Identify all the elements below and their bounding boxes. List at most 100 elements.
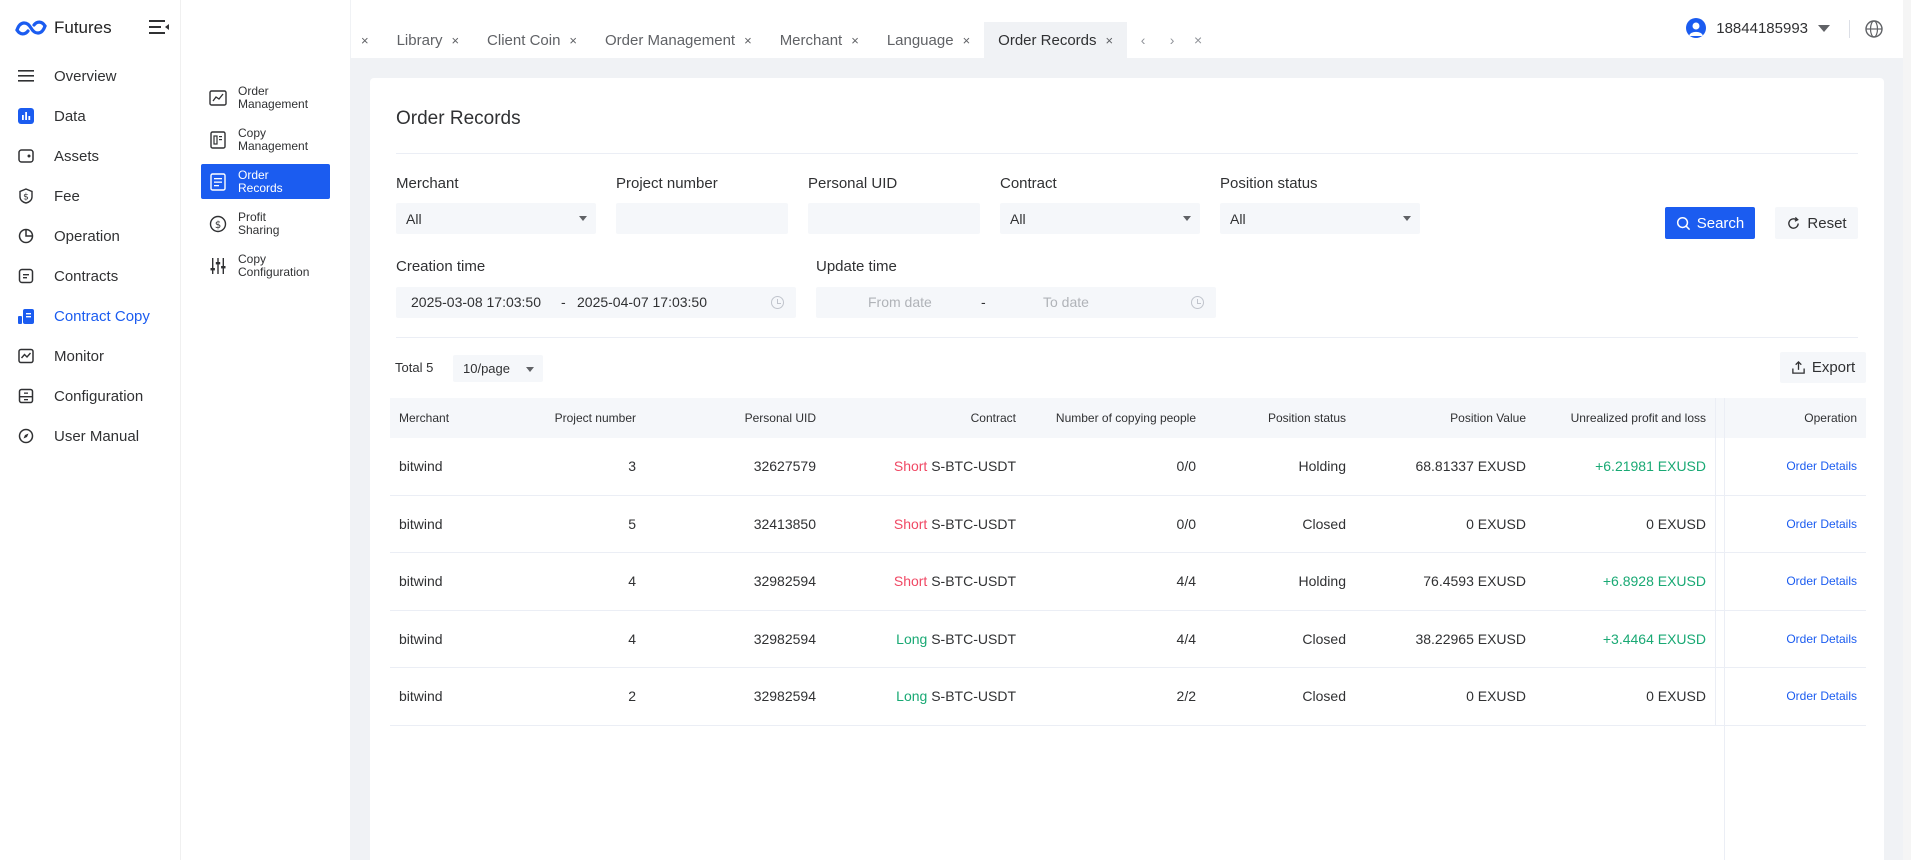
main-nav: Overview Data Assets $ Fee Operation [0,56,180,456]
subnav-label: Order Records [238,167,283,195]
personal-uid-input[interactable] [808,203,980,234]
uid-cell: 32982594 [753,688,816,705]
close-icon[interactable]: × [451,32,460,48]
contract-select[interactable]: All [1000,203,1200,234]
scrollbar[interactable] [1903,0,1911,860]
table-header: Merchant Project number Personal UID Con… [390,398,1866,438]
nav-item-overview[interactable]: Overview [0,56,180,96]
chevron-down-icon [1183,216,1191,221]
chevron-right-icon[interactable]: › [1169,32,1175,48]
column-header[interactable]: Merchant [399,411,450,425]
search-button[interactable]: Search [1665,207,1755,239]
chevron-left-icon[interactable]: ‹ [1140,32,1146,48]
project-cell: 5 [628,515,636,532]
tab-merchant[interactable]: Merchant × [766,22,873,58]
nav-item-label: Contract Copy [54,307,150,325]
close-all-icon[interactable]: × [1194,32,1203,48]
uid-cell: 32413850 [753,515,816,532]
nav-item-configuration[interactable]: Configuration [0,376,180,416]
column-header[interactable]: Contract [970,411,1016,425]
close-icon[interactable]: × [744,32,752,48]
page-size-select[interactable]: 10/page [453,355,543,382]
user-menu[interactable]: 18844185993 [1686,18,1830,38]
nav-item-contracts[interactable]: Contracts [0,256,180,296]
globe-icon[interactable] [1864,19,1884,39]
close-icon[interactable]: × [361,32,369,48]
update-time-range[interactable]: From date - To date [816,287,1216,318]
merchant-cell: bitwind [399,573,443,590]
close-icon[interactable]: × [851,32,859,48]
subnav-item-order-management[interactable]: Order Management [201,80,330,115]
contract-label: Contract [1000,175,1057,192]
tab-library[interactable]: Library × [383,22,473,58]
order-details-link[interactable]: Order Details [1786,689,1857,704]
order-details-link[interactable]: Order Details [1786,516,1857,531]
tab-order-management[interactable]: Order Management × [591,22,766,58]
close-icon[interactable]: × [569,32,578,48]
nav-item-data[interactable]: Data [0,96,180,136]
operation-cell: Order Details [1715,495,1866,552]
tab-label: Order Records [998,31,1097,49]
nav-item-contract-copy[interactable]: Contract Copy [0,296,180,336]
operation-cell: Order Details [1715,668,1866,725]
tab-label: Client Coin [487,31,561,49]
copying-cell: 4/4 [1176,573,1196,590]
creation-from-value: 2025-03-08 17:03:50 [411,294,541,310]
column-header[interactable]: Position Value [1450,411,1526,425]
column-header[interactable]: Unrealized profit and loss [1570,411,1706,425]
position-status-select[interactable]: All [1220,203,1420,234]
close-icon[interactable]: × [962,32,971,48]
tab-order-records[interactable]: Order Records × [984,22,1128,58]
column-header[interactable]: Operation [1715,398,1866,438]
order-details-link[interactable]: Order Details [1786,631,1857,646]
creation-time-range[interactable]: 2025-03-08 17:03:50 - 2025-04-07 17:03:5… [396,287,796,318]
merchant-cell: bitwind [399,458,443,475]
range-separator: - [981,294,986,310]
table-row: bitwind 2 32982594 Long S-BTC-USDT 2/2 C… [390,668,1866,726]
export-button-label: Export [1811,359,1856,376]
pnl-cell: 0 EXUSD [1646,688,1706,705]
merchant-select[interactable]: All [396,203,596,234]
nav-item-operation[interactable]: Operation [0,216,180,256]
status-cell: Closed [1302,515,1346,532]
nav-item-monitor[interactable]: Monitor [0,336,180,376]
order-details-link[interactable]: Order Details [1786,574,1857,589]
logo-icon [15,20,47,36]
menu-collapse-icon[interactable] [148,18,170,36]
chevron-down-icon [526,367,534,372]
personal-uid-label: Personal UID [808,175,898,192]
value-cell: 38.22965 EXUSD [1415,630,1526,647]
tab-hidden-close[interactable]: × [351,22,383,58]
column-header[interactable]: Personal UID [744,411,816,425]
nav-item-label: Operation [54,227,120,245]
copy-chart-icon [17,307,35,325]
column-header[interactable]: Position status [1267,411,1346,425]
column-header[interactable]: Number of copying people [1055,411,1196,425]
close-icon[interactable]: × [1105,32,1114,48]
column-header[interactable]: Project number [554,411,636,425]
contract-symbol: S-BTC-USDT [931,630,1016,647]
status-cell: Closed [1302,630,1346,647]
nav-item-user-manual[interactable]: User Manual [0,416,180,456]
export-icon [1792,360,1805,374]
project-number-input[interactable] [616,203,788,234]
subnav-item-copy-management[interactable]: Copy Management [201,122,330,157]
records-icon [210,172,226,191]
list-icon [17,67,35,85]
tab-client-coin[interactable]: Client Coin × [473,22,591,58]
subnav-item-profit-sharing[interactable]: $ Profit Sharing [201,206,330,241]
order-details-link[interactable]: Order Details [1786,459,1857,474]
nav-item-fee[interactable]: $ Fee [0,176,180,216]
subnav-item-order-records[interactable]: Order Records [201,164,330,199]
side-label: Long [896,630,928,647]
wallet-icon [17,147,35,165]
nav-item-assets[interactable]: Assets [0,136,180,176]
tab-language[interactable]: Language × [873,22,984,58]
contract-select-value: All [1010,210,1026,227]
pnl-cell: +6.21981 EXUSD [1595,458,1706,475]
reset-button[interactable]: Reset [1775,207,1858,239]
contract-symbol: S-BTC-USDT [931,515,1016,532]
subnav-item-copy-configuration[interactable]: Copy Configuration [201,248,330,283]
merchant-select-value: All [406,210,422,227]
export-button[interactable]: Export [1780,352,1866,383]
